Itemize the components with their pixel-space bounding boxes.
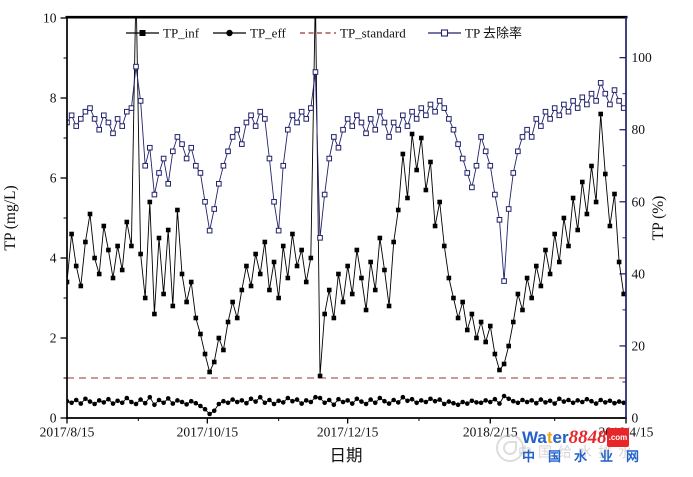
legend-label-tp-eff: TP_eff [250, 26, 287, 41]
x-axis-title: 日期 [330, 446, 363, 465]
series-tp-removal [67, 63, 626, 284]
svg-text:8: 8 [50, 91, 57, 106]
legend: TP_inf TP_eff TP_standard TP 去除率 [126, 26, 522, 41]
watermark-logo-icon [496, 434, 524, 462]
svg-text:40: 40 [632, 266, 646, 281]
svg-text:2017/8/15: 2017/8/15 [40, 425, 95, 440]
svg-text:100: 100 [632, 50, 653, 65]
svg-text:2: 2 [50, 331, 57, 346]
plot-border [65, 15, 628, 419]
svg-text:10: 10 [43, 11, 57, 26]
watermark-ghost-text: 中国给水排水 [518, 446, 638, 461]
svg-text:2017/10/15: 2017/10/15 [177, 425, 239, 440]
svg-text:6: 6 [50, 171, 57, 186]
series-tp-eff [67, 393, 626, 417]
watermark-brand: Water8848 .com [522, 428, 690, 447]
svg-text:0: 0 [50, 411, 57, 426]
y-right-axis-title: TP (%) [650, 196, 667, 241]
svg-text:20: 20 [632, 338, 646, 353]
legend-marker-filled-square [139, 30, 146, 36]
svg-text:80: 80 [632, 122, 646, 137]
series-line [67, 18, 625, 377]
legend-item-tp-eff: TP_eff [213, 26, 287, 41]
y-left-ticks: 0 2 4 6 8 10 [43, 11, 67, 426]
brand-domain-badge: .com [606, 428, 630, 447]
brand-wa: Wa [522, 428, 547, 447]
brand-number: 8848 [568, 427, 607, 448]
legend-label-tp-removal: TP 去除率 [465, 26, 522, 41]
svg-text:60: 60 [632, 194, 646, 209]
brand-t: t [546, 428, 553, 447]
legend-label-tp-standard: TP_standard [340, 26, 406, 41]
y-left-axis-title: TP (mg/L) [2, 185, 19, 250]
watermark-site-name: 中国水业网 [522, 449, 653, 464]
watermark: 中国给水排水 Water8848 .com 中国水业网 [496, 428, 690, 474]
legend-label-tp-inf: TP_inf [163, 26, 200, 41]
legend-marker-filled-circle [226, 29, 233, 37]
svg-text:2017/12/15: 2017/12/15 [317, 425, 379, 440]
legend-item-tp-standard: TP_standard [300, 26, 406, 41]
brand-er: er [552, 428, 569, 447]
legend-item-tp-removal: TP 去除率 [428, 26, 522, 41]
series-tp-inf [67, 18, 626, 379]
series-line [67, 66, 625, 282]
svg-text:4: 4 [50, 251, 57, 266]
svg-text:0: 0 [632, 411, 639, 426]
legend-marker-open-square [440, 29, 449, 37]
legend-item-tp-inf: TP_inf [126, 26, 200, 41]
